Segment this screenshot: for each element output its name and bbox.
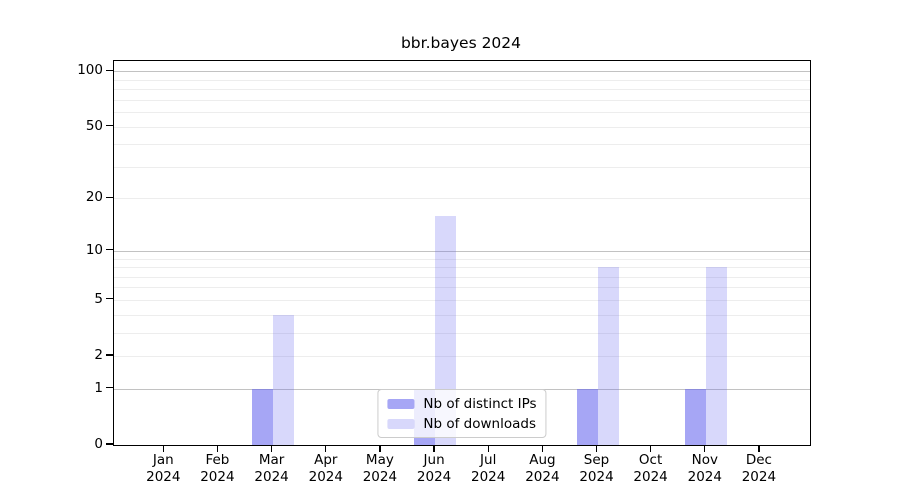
y-tick-label: 5 <box>94 290 103 307</box>
x-tick-label-dec: Dec 2024 <box>741 452 777 485</box>
gridline <box>114 89 810 91</box>
legend-label-distinct-ips: Nb of distinct IPs <box>423 395 537 412</box>
x-tick-label-jul: Jul 2024 <box>471 452 506 485</box>
x-tick-mark <box>325 445 327 452</box>
x-tick-mark <box>433 445 435 452</box>
legend-item-distinct-ips: Nb of distinct IPs <box>387 395 537 412</box>
bar-distinct-ips-mar <box>251 388 273 445</box>
y-tick-label: 0 <box>94 436 103 452</box>
x-tick-label-apr: Apr 2024 <box>308 452 343 485</box>
bar-distinct-ips-nov <box>684 388 706 445</box>
x-tick-label-oct: Oct 2024 <box>633 452 668 485</box>
gridline <box>114 250 810 252</box>
gridline <box>114 126 810 128</box>
x-tick-mark <box>379 445 381 452</box>
x-tick-mark <box>216 445 219 452</box>
bar-downloads-jun <box>435 215 457 445</box>
plot-area: Nb of distinct IPs Nb of downloads <box>113 60 811 446</box>
x-tick-label-jun: Jun 2024 <box>416 452 452 485</box>
y-tick-label: 20 <box>85 189 103 206</box>
x-tick-mark <box>650 445 652 452</box>
x-tick-mark <box>595 445 598 452</box>
y-tick-mark <box>106 249 113 251</box>
x-tick-label-may: May 2024 <box>362 452 398 485</box>
gridline <box>114 267 810 268</box>
gridline <box>114 258 810 260</box>
y-tick-mark <box>106 443 113 445</box>
bar-downloads-sep <box>597 267 619 445</box>
legend: Nb of distinct IPs Nb of downloads <box>377 389 547 438</box>
x-tick-mark <box>758 445 760 452</box>
y-tick-mark <box>106 196 113 199</box>
gridline <box>114 144 810 146</box>
y-tick-label: 100 <box>77 62 103 79</box>
x-tick-mark <box>271 445 273 452</box>
legend-swatch-distinct-ips <box>387 398 415 409</box>
x-tick-mark <box>487 445 489 452</box>
gridline <box>114 112 810 113</box>
x-tick-mark <box>704 445 706 452</box>
chart-title: bbr.bayes 2024 <box>400 34 522 52</box>
x-tick-mark <box>162 445 164 452</box>
gridline <box>114 99 810 101</box>
x-tick-label-feb: Feb 2024 <box>200 452 235 485</box>
gridline <box>114 314 810 316</box>
y-tick-mark <box>106 298 113 300</box>
y-tick-label: 2 <box>94 347 103 363</box>
gridline <box>114 356 810 357</box>
gridline <box>114 287 810 289</box>
bar-downloads-mar <box>272 314 294 445</box>
bar-downloads-nov <box>705 267 727 445</box>
x-tick-label-mar: Mar 2024 <box>254 452 289 485</box>
gridline <box>114 198 810 200</box>
y-tick-label: 10 <box>85 241 103 258</box>
gridline <box>114 332 810 334</box>
gridline <box>114 299 810 301</box>
x-tick-label-sep: Sep 2024 <box>579 452 614 485</box>
y-tick-mark <box>106 124 113 127</box>
y-tick-label: 1 <box>94 379 103 396</box>
gridline <box>114 79 810 81</box>
gridline <box>114 166 810 168</box>
y-tick-label: 50 <box>85 117 103 134</box>
bar-distinct-ips-sep <box>576 388 598 445</box>
y-tick-mark <box>106 69 113 71</box>
legend-label-downloads: Nb of downloads <box>423 415 536 432</box>
legend-item-downloads: Nb of downloads <box>387 415 536 432</box>
x-tick-label-jan: Jan 2024 <box>146 452 181 485</box>
legend-swatch-downloads <box>387 418 415 429</box>
y-tick-mark <box>106 354 113 356</box>
x-tick-label-aug: Aug 2024 <box>525 452 560 485</box>
gridline <box>114 71 810 73</box>
y-tick-mark <box>106 387 113 389</box>
x-tick-mark <box>541 445 543 452</box>
gridline <box>114 276 810 278</box>
x-tick-label-nov: Nov 2024 <box>687 452 722 485</box>
